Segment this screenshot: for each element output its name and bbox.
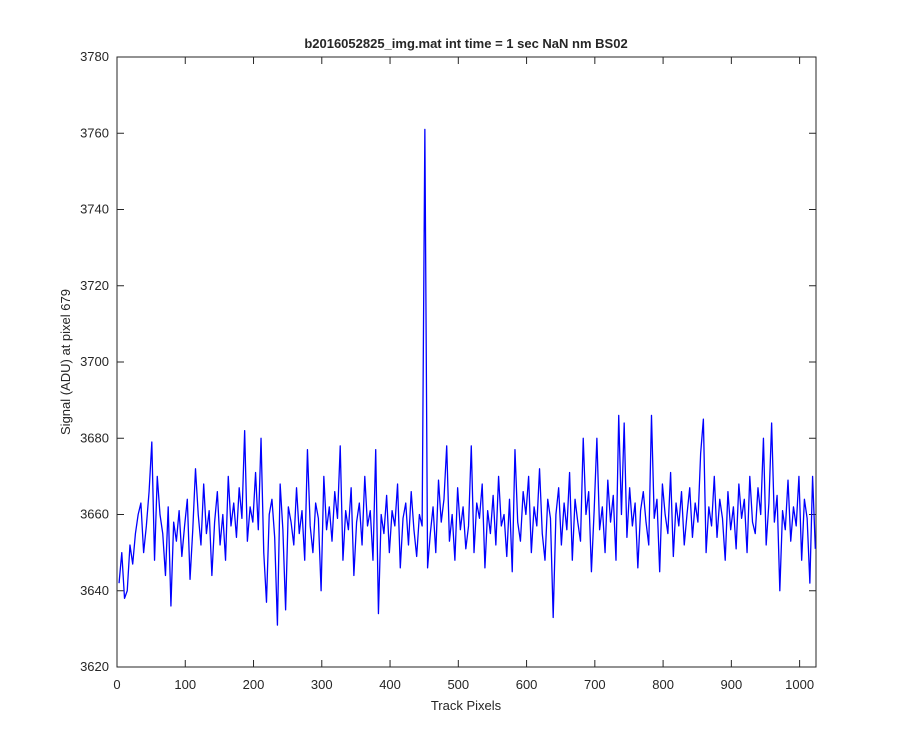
x-tick-label: 400 xyxy=(379,677,401,692)
y-tick-label: 3780 xyxy=(80,49,109,64)
x-tick-label: 900 xyxy=(721,677,743,692)
y-tick-label: 3700 xyxy=(80,354,109,369)
y-tick-label: 3760 xyxy=(80,125,109,140)
x-tick-label: 0 xyxy=(113,677,120,692)
y-tick-label: 3680 xyxy=(80,430,109,445)
x-tick-label: 600 xyxy=(516,677,538,692)
x-tick-label: 1000 xyxy=(785,677,814,692)
x-tick-label: 200 xyxy=(243,677,265,692)
x-axis-label: Track Pixels xyxy=(431,698,502,713)
x-tick-label: 800 xyxy=(652,677,674,692)
x-tick-label: 300 xyxy=(311,677,333,692)
y-tick-label: 3720 xyxy=(80,278,109,293)
x-tick-label: 500 xyxy=(447,677,469,692)
y-tick-label: 3740 xyxy=(80,202,109,217)
plot-area xyxy=(116,56,817,668)
x-tick-label: 700 xyxy=(584,677,606,692)
chart-title: b2016052825_img.mat int time = 1 sec NaN… xyxy=(304,36,627,51)
data-line xyxy=(118,128,816,626)
y-tick-label: 3620 xyxy=(80,659,109,674)
y-axis-label: Signal (ADU) at pixel 679 xyxy=(58,289,73,435)
x-tick-label: 100 xyxy=(174,677,196,692)
y-tick-label: 3660 xyxy=(80,507,109,522)
y-tick-label: 3640 xyxy=(80,583,109,598)
